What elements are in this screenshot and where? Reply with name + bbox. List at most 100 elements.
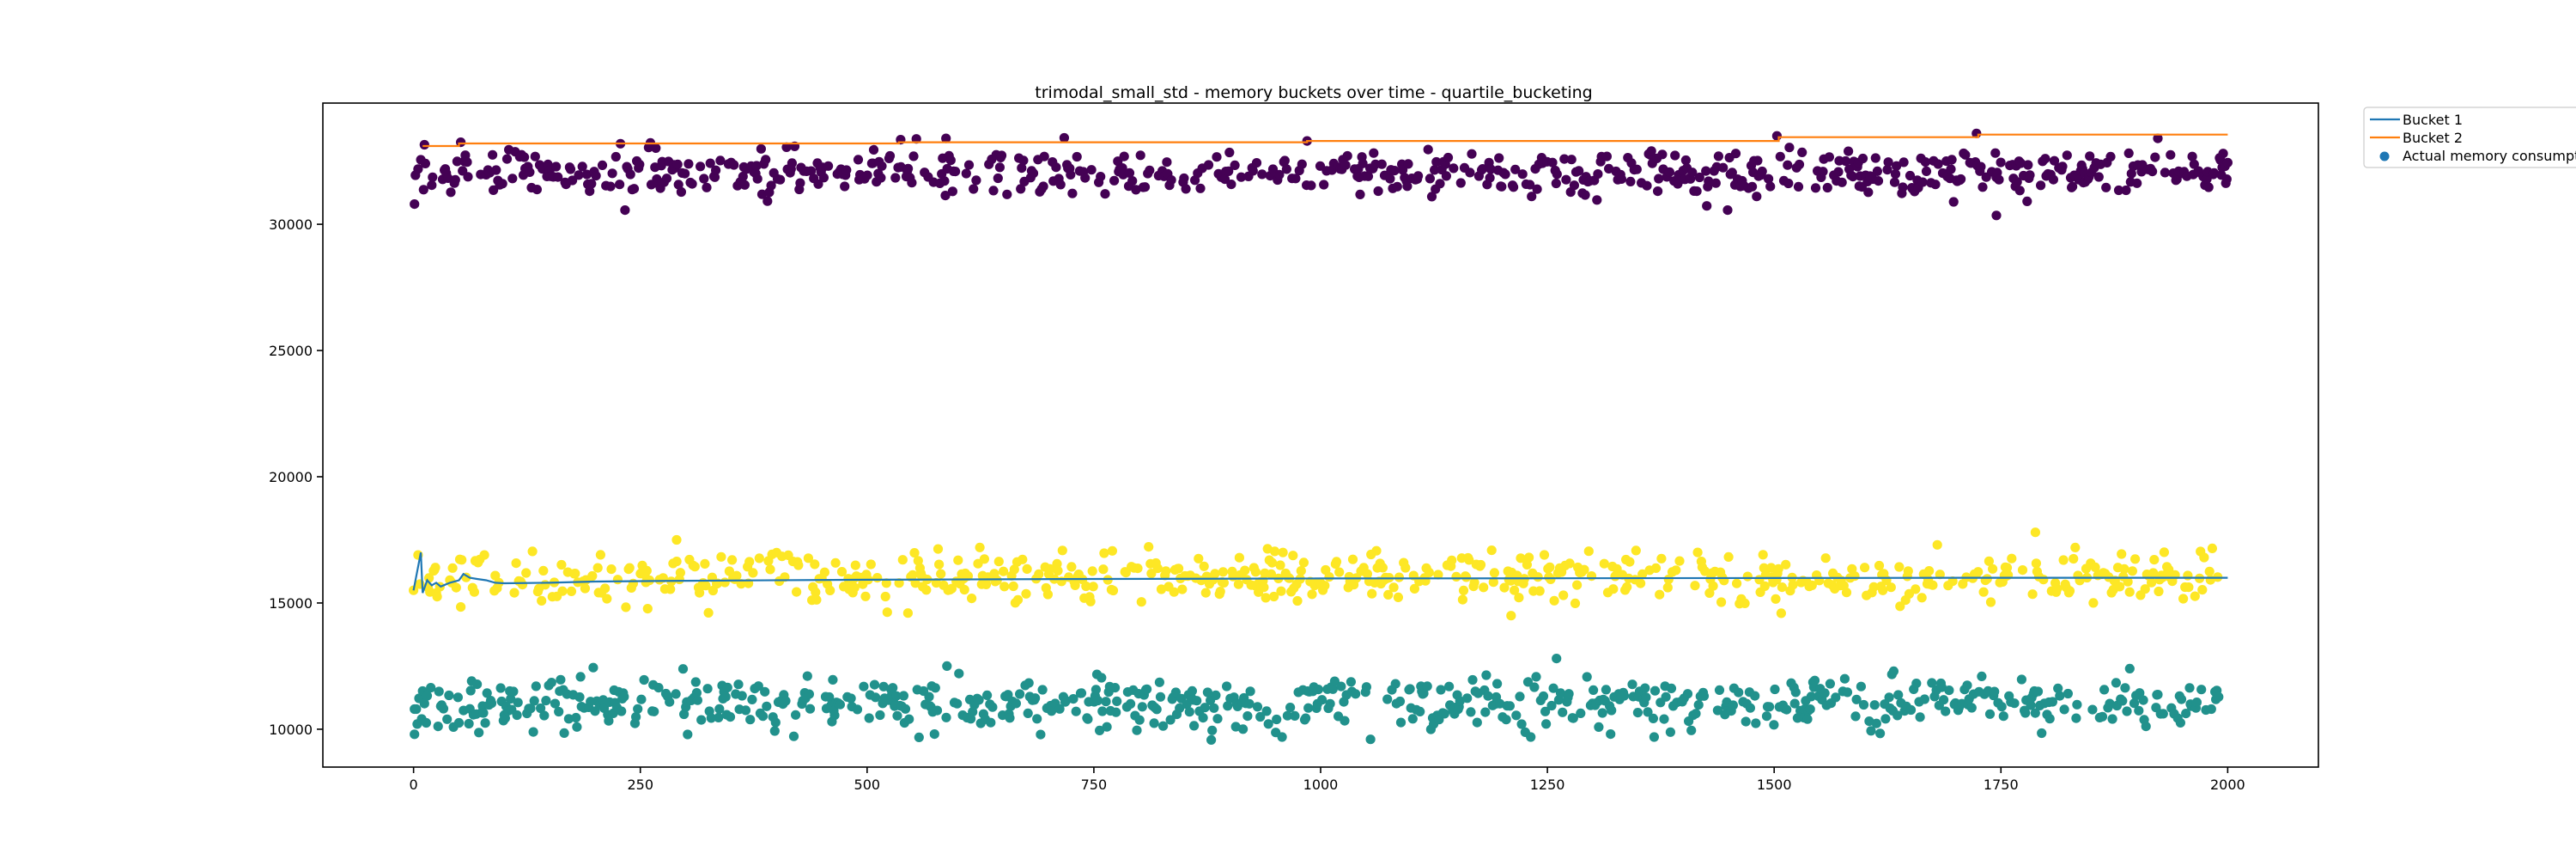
scatter-point-high xyxy=(585,186,595,197)
scatter-point-high xyxy=(497,179,507,189)
scatter-point-high xyxy=(2014,186,2025,196)
scatter-point-mid xyxy=(720,577,730,588)
scatter-point-mid xyxy=(1250,567,1261,577)
scatter-point-low xyxy=(2097,711,2108,722)
scatter-point-low xyxy=(1382,694,1393,704)
scatter-point-mid xyxy=(1723,551,1734,563)
scatter-point-low xyxy=(1207,725,1218,735)
scatter-point-mid xyxy=(1716,597,1727,607)
scatter-point-mid xyxy=(1570,598,1581,609)
scatter-point-low xyxy=(2181,709,2191,719)
scatter-point-low xyxy=(1802,714,1813,724)
scatter-point-low xyxy=(683,729,693,740)
scatter-point-low xyxy=(932,705,943,716)
scatter-point-high xyxy=(1976,161,1986,172)
scatter-point-high xyxy=(994,162,1005,173)
scatter-point-low xyxy=(1769,720,1779,730)
scatter-point-low xyxy=(1037,685,1048,695)
scatter-point-mid xyxy=(1146,569,1157,579)
scatter-point-high xyxy=(1039,151,1049,161)
scatter-point-low xyxy=(1184,707,1194,717)
scatter-point-high xyxy=(2166,149,2176,160)
scatter-point-low xyxy=(571,712,581,723)
scatter-point-low xyxy=(2117,696,2128,706)
scatter-point-high xyxy=(676,186,687,198)
scatter-point-high xyxy=(2036,180,2046,191)
scatter-point-low xyxy=(1941,706,1951,716)
scatter-point-mid xyxy=(1860,563,1870,573)
scatter-point-mid xyxy=(641,565,652,576)
scatter-point-mid xyxy=(527,546,538,557)
scatter-point-low xyxy=(426,683,436,693)
scatter-point-mid xyxy=(1903,566,1913,576)
scatter-point-low xyxy=(1538,691,1549,702)
scatter-point-high xyxy=(2105,151,2116,161)
scatter-point-low xyxy=(864,713,874,723)
scatter-point-low xyxy=(835,699,846,710)
scatter-point-low xyxy=(1327,684,1338,694)
scatter-point-low xyxy=(1126,698,1136,710)
scatter-point-high xyxy=(1430,165,1440,175)
scatter-point-low xyxy=(1558,707,1568,717)
scatter-point-low xyxy=(747,694,757,705)
scatter-point-mid xyxy=(703,607,714,618)
scatter-point-mid xyxy=(2199,552,2209,563)
scatter-point-mid xyxy=(1269,591,1279,602)
scatter-point-low xyxy=(1317,695,1327,705)
scatter-point-high xyxy=(1718,162,1728,173)
scatter-point-high xyxy=(2040,154,2050,164)
scatter-point-low xyxy=(954,668,964,679)
scatter-point-low xyxy=(1893,690,1904,700)
scatter-point-high xyxy=(419,139,429,150)
scatter-point-low xyxy=(1351,689,1361,699)
scatter-point-low xyxy=(1252,702,1263,712)
scatter-point-high xyxy=(988,186,999,196)
scatter-point-mid xyxy=(1656,553,1667,564)
scatter-point-low xyxy=(1175,703,1185,714)
scatter-point-low xyxy=(2020,708,2031,718)
scatter-point-low xyxy=(1255,711,1266,722)
scatter-point-high xyxy=(488,149,498,160)
scatter-point-low xyxy=(1858,699,1869,710)
scatter-point-high xyxy=(1784,143,1795,153)
x-tick-label: 250 xyxy=(627,777,653,793)
scatter-point-low xyxy=(1516,719,1527,729)
scatter-point-mid xyxy=(2184,582,2194,593)
scatter-point-mid xyxy=(959,584,969,595)
scatter-point-low xyxy=(559,728,569,739)
scatter-point-mid xyxy=(825,585,835,596)
scatter-point-high xyxy=(940,191,951,201)
legend-label-bucket-2: Bucket 2 xyxy=(2403,130,2463,146)
scatter-point-high xyxy=(1654,174,1664,184)
scatter-point-low xyxy=(1659,714,1669,724)
scatter-point-low xyxy=(1462,693,1473,704)
scatter-point-low xyxy=(472,679,483,690)
scatter-point-high xyxy=(961,168,971,179)
scatter-point-high xyxy=(1086,165,1097,175)
scatter-point-low xyxy=(702,684,713,694)
scatter-point-mid xyxy=(1985,597,1996,607)
scatter-point-high xyxy=(1355,189,1365,199)
scatter-point-low xyxy=(478,708,489,718)
scatter-point-low xyxy=(1097,673,1107,683)
scatter-point-mid xyxy=(1433,570,1443,580)
scatter-point-low xyxy=(1919,694,1929,704)
scatter-point-low xyxy=(1984,709,1996,719)
scatter-point-high xyxy=(2218,149,2228,159)
scatter-point-low xyxy=(1054,704,1065,714)
scatter-point-high xyxy=(1930,180,1941,190)
scatter-point-low xyxy=(781,696,791,706)
scatter-point-low xyxy=(1888,666,1899,677)
scatter-point-high xyxy=(1342,150,1352,161)
scatter-point-mid xyxy=(2140,584,2150,594)
scatter-point-mid xyxy=(1136,597,1146,607)
scatter-layer xyxy=(409,128,2233,746)
scatter-point-low xyxy=(1649,685,1661,696)
scatter-point-high xyxy=(1837,177,1847,187)
scatter-point-low xyxy=(1686,725,1697,735)
scatter-point-high xyxy=(761,155,771,165)
scatter-point-low xyxy=(974,695,984,705)
scatter-point-low xyxy=(1568,713,1578,723)
scatter-point-low xyxy=(1765,702,1775,712)
scatter-point-mid xyxy=(992,575,1002,586)
